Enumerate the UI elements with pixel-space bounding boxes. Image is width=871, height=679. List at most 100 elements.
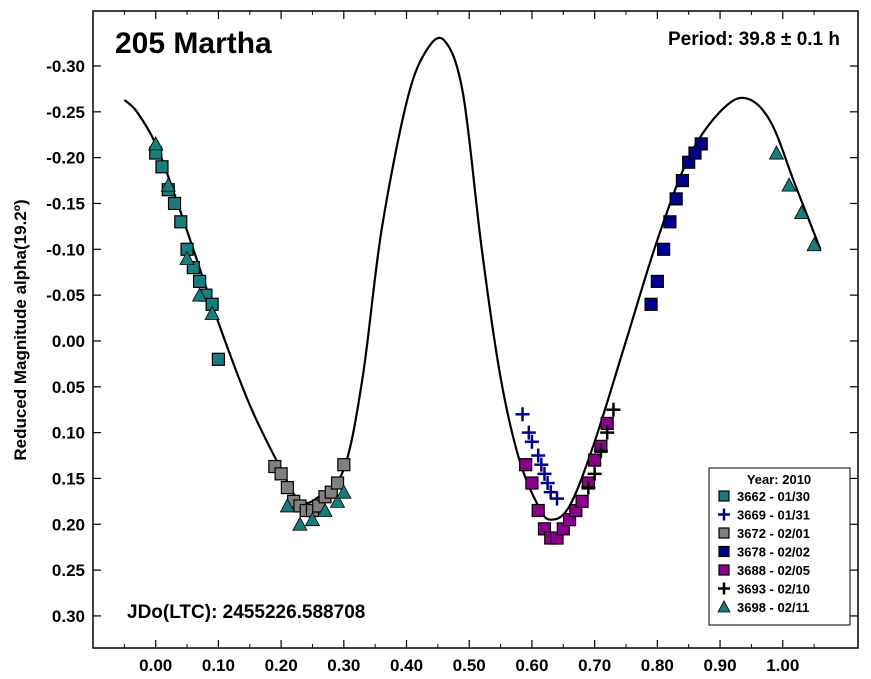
legend-label: 3672 - 02/01	[737, 526, 810, 541]
data-point	[663, 215, 677, 229]
y-tick-label: -0.25	[46, 103, 85, 122]
chart-title: 205 Martha	[115, 27, 272, 60]
data-point	[155, 160, 169, 174]
x-tick-labels: 0.00 0.10 0.20 0.30 0.40 0.50 0.60 0.70 0.80 0.90…	[139, 656, 799, 675]
y-tick-label: -0.30	[46, 57, 85, 76]
legend-items: 3662 - 01/30 3669 - 01/31 3672 - 02/01 3678…	[717, 489, 810, 615]
data-point	[329, 493, 346, 508]
data-point	[768, 145, 785, 160]
data-point	[292, 516, 308, 531]
x-tick-label: 0.80	[641, 656, 674, 675]
x-tick-label: 0.90	[704, 656, 737, 675]
legend-label: 3678 - 02/02	[737, 545, 810, 560]
data-point	[521, 425, 536, 440]
data-point	[179, 250, 195, 265]
x-tick-label: 1.00	[766, 656, 799, 675]
axis-ticks	[93, 11, 858, 648]
data-point	[593, 443, 608, 458]
period-annotation: Period: 39.8 ± 0.1 h	[668, 29, 840, 50]
data-point	[280, 481, 294, 495]
data-point	[531, 448, 546, 463]
data-point	[657, 242, 671, 256]
data-point	[675, 173, 690, 188]
y-tick-label: 0.30	[52, 607, 85, 626]
legend-marker	[717, 600, 731, 613]
data-point	[550, 491, 565, 506]
data-point	[330, 476, 345, 490]
data-point	[537, 466, 552, 481]
data-point	[543, 485, 558, 500]
data-point	[587, 466, 602, 481]
x-tick-label: 0.10	[202, 656, 235, 675]
y-tick-label: 0.00	[52, 332, 85, 351]
data-points	[148, 136, 822, 545]
data-point	[204, 305, 220, 320]
data-point	[650, 274, 664, 288]
data-point	[669, 192, 683, 206]
y-tick-label: 0.25	[52, 561, 85, 580]
y-tick-label: 0.20	[52, 515, 85, 534]
y-tick-label: 0.10	[52, 424, 85, 443]
legend-marker	[718, 527, 730, 539]
data-point	[515, 407, 530, 422]
data-point	[524, 434, 539, 449]
legend: Year: 2010 3662 - 01/30 3669 - 01/31 3672 …	[708, 467, 851, 626]
series-3678	[644, 137, 708, 311]
legend-label: 3662 - 01/30	[737, 489, 810, 504]
data-point	[806, 236, 822, 252]
y-tick-label: -0.05	[46, 286, 85, 305]
data-point	[148, 136, 164, 151]
series-3688	[519, 416, 614, 545]
data-point	[793, 204, 810, 220]
y-tick-label: -0.10	[46, 240, 85, 259]
x-tick-label: 0.00	[139, 656, 172, 675]
legend-marker	[718, 564, 730, 576]
x-tick-label: 0.50	[453, 656, 486, 675]
data-point	[160, 177, 176, 192]
data-point	[274, 467, 288, 481]
data-point	[644, 297, 658, 311]
y-tick-labels: -0.30 -0.25 -0.20 -0.15 -0.10 -0.05 0.00 0.05 0.…	[46, 57, 85, 626]
series-3693	[581, 402, 621, 495]
data-point	[781, 177, 797, 192]
x-tick-label: 0.60	[515, 656, 548, 675]
data-point	[317, 502, 333, 517]
data-point	[211, 352, 226, 366]
x-tick-label: 0.70	[578, 656, 611, 675]
y-tick-label: 0.15	[52, 469, 85, 488]
x-tick-label: 0.30	[327, 656, 360, 675]
legend-label: 3669 - 01/31	[737, 508, 810, 523]
data-point	[534, 457, 549, 472]
data-point	[304, 511, 321, 527]
data-point	[540, 476, 555, 491]
series-3669	[515, 407, 565, 506]
legend-label: 3688 - 02/05	[737, 563, 810, 578]
data-point	[525, 476, 539, 490]
data-point	[581, 480, 596, 495]
legend-marker	[718, 490, 730, 502]
data-point	[531, 503, 545, 518]
data-point	[167, 196, 182, 211]
data-point	[606, 402, 621, 417]
data-point	[588, 453, 602, 467]
x-tick-label: 0.40	[390, 656, 423, 675]
legend-label: 3698 - 02/11	[737, 600, 809, 615]
y-axis-label: Reduced Magnitude alpha(19.2º)	[11, 199, 30, 460]
x-tick-label: 0.20	[265, 656, 298, 675]
data-point	[337, 458, 351, 472]
data-point	[600, 425, 615, 440]
data-point	[279, 498, 296, 513]
legend-label: 3693 - 02/10	[737, 582, 810, 597]
legend-marker	[718, 582, 730, 595]
data-point	[192, 274, 207, 288]
data-point	[191, 287, 208, 302]
data-point	[174, 215, 188, 229]
series-3698	[148, 136, 822, 531]
y-tick-label: 0.05	[52, 378, 85, 397]
legend-marker	[718, 545, 730, 558]
legend-title: Year: 2010	[747, 472, 811, 487]
y-tick-label: -0.15	[46, 194, 85, 213]
legend-marker	[718, 508, 730, 521]
legend-box	[708, 467, 851, 626]
